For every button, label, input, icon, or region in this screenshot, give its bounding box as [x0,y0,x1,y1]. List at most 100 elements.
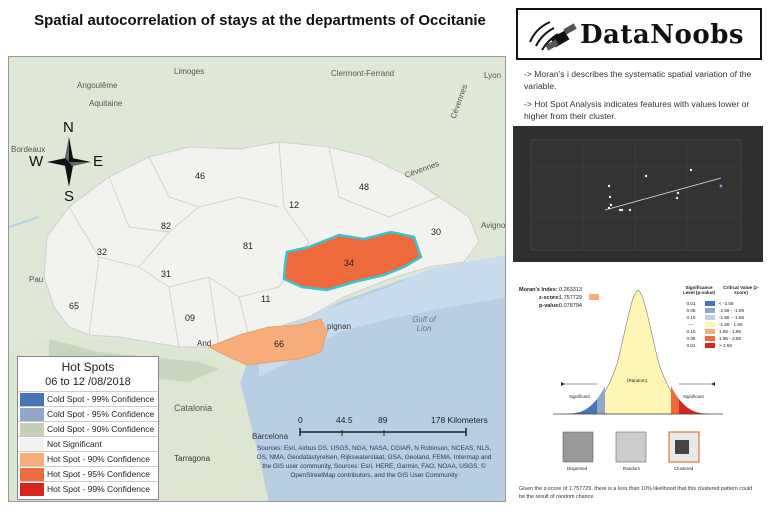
department-borders [68,141,440,348]
legend-label: Hot Spot - 99% Confidence [47,484,151,494]
significance-p: 0.10 [686,329,696,334]
significance-swatch [705,315,715,320]
significance-swatch [705,329,715,334]
significance-swatch [705,322,715,327]
random-pattern-label: Random [623,466,641,471]
department-label-46: 46 [195,171,206,181]
critical-header: Critical Value (z-score) [723,285,759,295]
significance-z: < -2.58 [719,301,734,306]
datanoobs-logo: DataNoobs [516,8,762,60]
place-label-pau: Pau [29,275,44,284]
legend-label: Cold Spot - 95% Confidence [47,409,155,419]
legend-swatch [20,392,44,406]
legend-dates: 06 to 12 /08/2018 [45,376,131,388]
legend-items: Cold Spot - 99% Confidence Cold Spot - 95… [18,391,158,496]
department-label-48: 48 [359,182,370,192]
z-score-label: z-score: [539,295,561,301]
compass-rose-icon [47,137,91,187]
compass-south: S [64,188,75,205]
department-label-81: 81 [243,241,254,251]
hotspot-report: Moran's Index: 0.263313 z-score: 1.75772… [513,274,763,504]
scale-tick-1: 44.5 [336,415,353,425]
legend-item: Not Significant [18,436,158,451]
significance-z: -1.65 - 1.65 [719,322,743,327]
legend-item: Hot Spot - 99% Confidence [18,481,158,496]
department-label-66: 66 [274,339,285,349]
hotspot-legend: Hot Spots 06 to 12 /08/2018 Cold Spot - … [17,356,159,500]
significance-p: --- [688,322,694,327]
significant-left-label: Significant [569,394,590,399]
north-arrow: N S E W [29,119,109,205]
significance-swatch [705,301,715,306]
logo-text: DataNoobs [580,20,745,50]
place-label-pignan: pignan [327,322,352,331]
legend-swatch [20,452,44,466]
scale-tick-0: 0 [298,415,303,425]
significance-z: 1.96 - 2.58 [719,336,741,341]
place-label-bordeaux: Bordeaux [11,145,46,154]
legend-item: Hot Spot - 95% Confidence [18,466,158,481]
legend-swatch [20,407,44,421]
scale-tick-2: 89 [378,415,388,425]
significance-z: -1.96 - -1.65 [719,315,745,320]
compass-north: N [63,119,74,136]
place-label-tarragona: Tarragona [174,454,211,463]
significance-p: 0.05 [686,308,696,313]
satellite-icon [529,21,577,51]
dispersed-label: Dispersed [567,466,588,471]
department-label-31: 31 [161,269,172,279]
significance-row: 0.01 < -2.58 [681,300,761,307]
scale-bar-graphic [299,428,467,436]
legend-swatch [20,467,44,481]
significance-z: -2.58 - -1.96 [719,308,745,313]
scatterplot-graphic [530,139,742,251]
p-value-value: 0.078794 [559,303,582,309]
place-label-barcelona: Barcelona [252,432,289,441]
significance-p: 0.01 [686,343,696,348]
significance-p: 0.01 [686,301,696,306]
significance-p: 0.05 [686,336,696,341]
place-label-avignon: Avignon [481,221,506,230]
legend-label: Not Significant [47,439,102,449]
department-label-34: 34 [344,258,355,268]
note-morans: -> Moran's i describes the systematic sp… [524,69,752,91]
significance-swatch [705,308,715,313]
significant-right-label: Significant [683,394,704,399]
significance-header: Significance Level (p-value) [682,285,716,295]
morans-index-value: 0.263313 [559,287,582,293]
significance-row: 0.10 1.65 - 1.96 [681,328,761,335]
z-score-value: 1.757729 [559,295,582,301]
place-label-limoges: Limoges [174,67,205,76]
page-title: Spatial autocorrelation of stays at the … [34,12,486,29]
report-summary: Given the z-score of 1.757729, there is … [519,486,753,500]
place-label-andorra: And [197,339,212,348]
place-label-lyon: Lyon [484,71,502,80]
significance-swatch [705,343,715,348]
legend-label: Cold Spot - 90% Confidence [47,424,155,434]
legend-item: Cold Spot - 95% Confidence [18,406,158,421]
department-label-65: 65 [69,301,80,311]
hotspot-34 [282,230,423,292]
department-label-09: 09 [185,313,196,323]
z-score-swatch [589,294,599,300]
department-label-12: 12 [289,200,300,210]
significance-table: 0.01 < -2.58 0.05 -2.58 - -1.96 0.10 -1.96 - … [681,300,761,349]
department-label-11: 11 [261,294,271,304]
significance-row: 0.05 1.96 - 2.58 [681,335,761,342]
significance-row: 0.10 -1.96 - -1.65 [681,314,761,321]
scale-bar: 0 44.5 89 178 Kilometers [298,415,505,445]
legend-item: Cold Spot - 90% Confidence [18,421,158,436]
compass-west: W [29,153,44,170]
note-hotspot: -> Hot Spot Analysis indicates features … [524,99,750,121]
place-label-aquitaine: Aquitaine [89,99,123,108]
department-label-30: 30 [431,227,442,237]
significance-p: 0.10 [686,315,696,320]
random-label: (Random) [627,378,648,383]
place-label-clermont: Clermont-Ferrand [331,69,395,78]
morans-index-label: Moran's Index: [519,287,558,293]
legend-swatch [20,482,44,496]
compass-east: E [93,153,104,170]
occitanie-region [43,141,480,348]
normal-distribution-graphic [553,289,723,463]
coast-waters [259,255,505,377]
